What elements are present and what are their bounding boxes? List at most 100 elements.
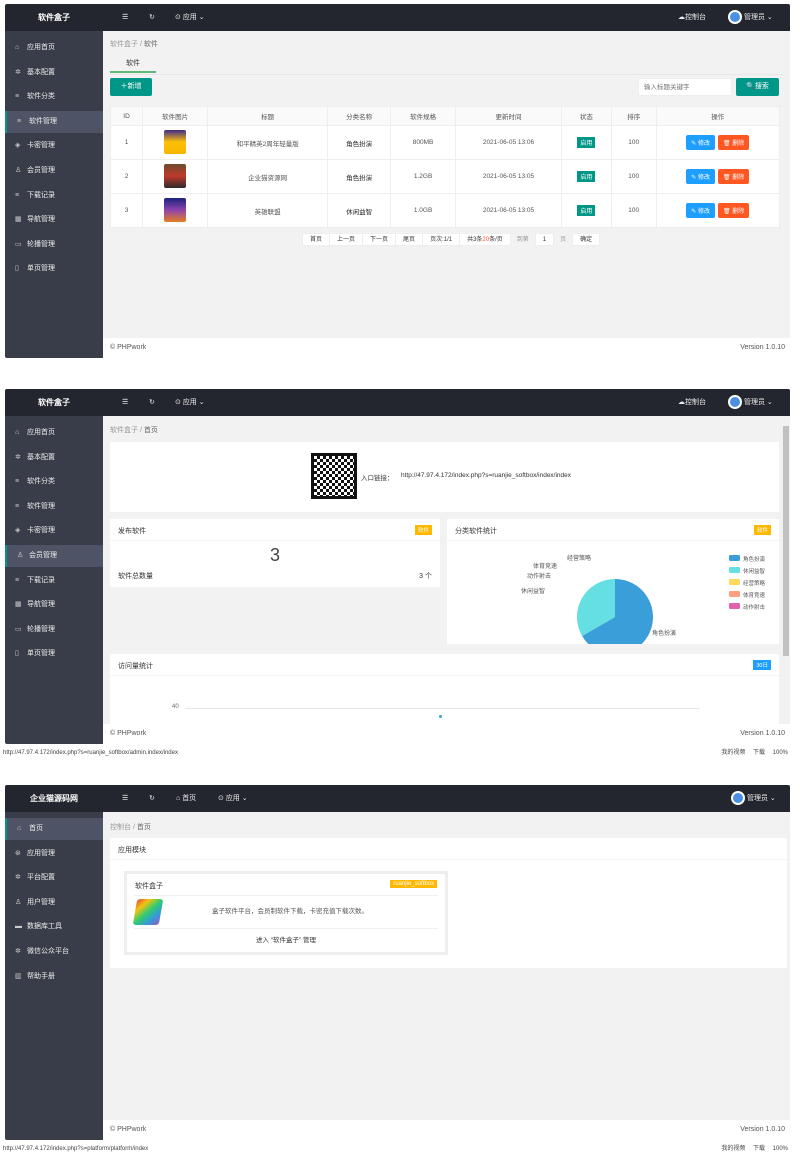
sidebar-item-label: 导航管理 <box>27 601 55 609</box>
sidebar-item-9[interactable]: ▯ 单页管理 <box>5 258 103 280</box>
edit-button[interactable]: ✎ 修改 <box>686 169 715 184</box>
sidebar-item-label: 软件分类 <box>27 93 55 101</box>
entry-url[interactable]: http://47.97.4.172/index.php?s=ruanjie_s… <box>401 472 572 479</box>
menu-icon[interactable]: ☰ <box>122 795 129 802</box>
sidebar-item-0[interactable]: ⌂ 首页 <box>5 818 103 840</box>
sidebar-item-4[interactable]: ◈ 卡密管理 <box>5 135 103 157</box>
sidebar-item-2[interactable]: ✲ 平台配置 <box>5 867 103 889</box>
sidebar-item-1[interactable]: ✲ 基本配置 <box>5 447 103 469</box>
delete-button[interactable]: 🗑 删除 <box>717 169 750 184</box>
menu-icon[interactable]: ☰ <box>122 14 129 21</box>
sidebar: ⌂ 应用首页 ✲ 基本配置 ≡ 软件分类 ≡ 软件管理 ◈ 卡密管理 ♙ 会员管理 ≡ 下载记录 ▦ 导航管理… <box>5 31 103 358</box>
dashboard-window: 软件盒子 ☰ ↻ ⊙ 应用 ⌄ ☁控制台 管理员 ⌄ ⌂ 应用首页 ✲ 基本配置 ≡ 软件… <box>5 389 790 744</box>
scrollbar[interactable] <box>782 416 790 744</box>
pie-slice-0[interactable] <box>582 579 653 644</box>
legend-swatch[interactable] <box>729 579 740 585</box>
delete-button[interactable]: 🗑 删除 <box>717 135 750 150</box>
status-badge[interactable]: 启用 <box>577 137 596 148</box>
edit-button[interactable]: ✎ 修改 <box>686 203 715 218</box>
cell-sort: 100 <box>610 193 657 228</box>
page-total: 共3条20条/页 <box>459 233 511 246</box>
app-name: 软件盒子 <box>135 883 163 890</box>
user-menu[interactable]: 管理员 ⌄ <box>728 4 773 31</box>
page-first[interactable]: 首页 <box>302 233 331 246</box>
column-header: 标题 <box>207 106 329 126</box>
gear-icon: ✲ <box>15 68 21 76</box>
legend-swatch[interactable] <box>729 591 740 597</box>
book-icon: ▥ <box>15 972 22 980</box>
sidebar-item-0[interactable]: ⌂ 应用首页 <box>5 37 103 59</box>
sidebar-item-4[interactable]: ◈ 卡密管理 <box>5 520 103 542</box>
image-icon: ▭ <box>15 240 22 248</box>
refresh-icon[interactable]: ↻ <box>149 795 155 802</box>
menu-icon[interactable]: ☰ <box>122 399 129 406</box>
apps-menu[interactable]: ⊙ 应用 ⌄ <box>175 14 205 21</box>
range-badge[interactable]: 30日 <box>753 660 771 670</box>
user-menu[interactable]: 管理员 ⌄ <box>731 785 776 812</box>
sidebar-item-1[interactable]: ✲ 基本配置 <box>5 62 103 84</box>
sidebar-item-5[interactable]: ♙ 会员管理 <box>5 545 103 567</box>
sidebar-item-3[interactable]: ♙ 用户管理 <box>5 892 103 914</box>
user-menu[interactable]: 管理员 ⌄ <box>728 389 773 416</box>
search-input[interactable] <box>638 78 732 96</box>
sidebar-item-6[interactable]: ≡ 下载记录 <box>5 570 103 592</box>
add-button[interactable]: ＋新增 <box>110 78 152 96</box>
goto-confirm-button[interactable]: 确定 <box>572 233 601 246</box>
legend-swatch[interactable] <box>729 603 740 609</box>
list-icon: ≡ <box>15 191 20 199</box>
sidebar-item-label: 软件管理 <box>29 117 57 125</box>
apps-menu[interactable]: ⊙ 应用 ⌄ <box>175 399 205 406</box>
sidebar-item-6[interactable]: ▥ 帮助手册 <box>5 966 103 988</box>
status-badge[interactable]: 启用 <box>577 171 596 182</box>
cell-title: 英雄联盟 <box>207 193 329 228</box>
page-prev[interactable]: 上一页 <box>329 233 364 246</box>
cell-status: 启用 <box>560 159 612 194</box>
main-content: 软件盒子 / 首页 入口链接： http://47.97.4.172/index… <box>103 416 782 744</box>
tab-software[interactable]: 软件 <box>110 55 156 73</box>
cell-actions: ✎ 修改 🗑 删除 <box>655 159 781 194</box>
page-next[interactable]: 下一页 <box>362 233 397 246</box>
console-link[interactable]: ☁控制台 <box>678 399 706 406</box>
refresh-icon[interactable]: ↻ <box>149 14 155 21</box>
edit-button[interactable]: ✎ 修改 <box>686 135 715 150</box>
enter-app-link[interactable]: 进入 “软件盒子” 管理 <box>256 937 316 944</box>
apps-menu[interactable]: ⊙ 应用 ⌄ <box>218 795 248 802</box>
sidebar-item-5[interactable]: ♙ 会员管理 <box>5 160 103 182</box>
sidebar-item-8[interactable]: ▭ 轮播管理 <box>5 619 103 641</box>
sidebar-item-6[interactable]: ≡ 下载记录 <box>5 185 103 207</box>
sidebar-item-7[interactable]: ▦ 导航管理 <box>5 209 103 231</box>
sidebar-item-3[interactable]: ≡ 软件管理 <box>5 110 103 133</box>
entry-label: 入口链接： <box>361 475 394 482</box>
sidebar-item-3[interactable]: ≡ 软件管理 <box>5 496 103 518</box>
sidebar-item-9[interactable]: ▯ 单页管理 <box>5 643 103 665</box>
refresh-icon[interactable]: ↻ <box>149 399 155 406</box>
layers-icon: ◈ <box>15 142 21 150</box>
search-button[interactable]: 🔍搜索 <box>736 78 779 96</box>
sidebar-item-8[interactable]: ▭ 轮播管理 <box>5 234 103 256</box>
sidebar-item-label: 卡密管理 <box>27 142 55 150</box>
pie-slice-1[interactable] <box>577 579 615 636</box>
sidebar-item-1[interactable]: ⊛ 应用管理 <box>5 843 103 865</box>
sidebar-item-2[interactable]: ≡ 软件分类 <box>5 471 103 493</box>
slice-label: 休闲益智 <box>521 587 545 595</box>
column-header: 更新时间 <box>455 106 562 126</box>
delete-button[interactable]: 🗑 删除 <box>717 203 750 218</box>
page-last[interactable]: 尾页 <box>395 233 424 246</box>
legend-swatch[interactable] <box>729 567 740 573</box>
calendar-icon: ▦ <box>15 601 22 609</box>
sidebar-item-7[interactable]: ▦ 导航管理 <box>5 594 103 616</box>
cell-image <box>142 125 209 160</box>
sidebar-item-0[interactable]: ⌂ 应用首页 <box>5 422 103 444</box>
sidebar-item-2[interactable]: ≡ 软件分类 <box>5 86 103 108</box>
cell-sort: 100 <box>610 125 657 160</box>
sidebar-item-5[interactable]: ✲ 微信公众平台 <box>5 941 103 963</box>
avatar <box>728 10 742 25</box>
console-link[interactable]: ☁控制台 <box>678 14 706 21</box>
legend-swatch[interactable] <box>729 555 740 561</box>
home-link[interactable]: ⌂ 首页 <box>176 795 197 802</box>
goto-page-input[interactable]: 1 <box>534 233 555 246</box>
gear-icon: ✲ <box>15 453 21 461</box>
sidebar-item-4[interactable]: ▬ 数据库工具 <box>5 916 103 938</box>
image-icon: ▭ <box>15 625 22 633</box>
status-badge[interactable]: 启用 <box>577 205 596 216</box>
